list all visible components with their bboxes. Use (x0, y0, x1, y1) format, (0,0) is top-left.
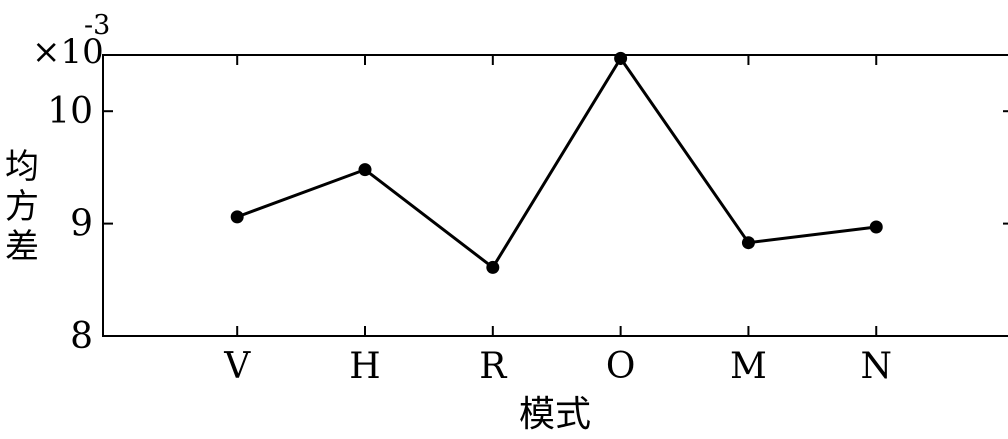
x-tick-label: V (223, 346, 251, 387)
x-tick-label: H (349, 346, 380, 387)
y-axis-title-char: 差 (5, 227, 39, 267)
plot-area-frame (102, 54, 1008, 337)
x-tick-label: O (606, 346, 636, 387)
x-tick-label: N (860, 346, 892, 387)
x-tick-label: R (479, 346, 507, 387)
series-line (236, 55, 877, 270)
data-point (614, 51, 628, 65)
data-point (741, 236, 755, 250)
y-tick-label: 8 (70, 316, 93, 357)
y-tick-label: 10 (47, 91, 93, 132)
data-point (486, 260, 500, 274)
y-exponent-multiplier: ×10 (32, 32, 104, 72)
data-point (230, 210, 244, 224)
data-point (358, 163, 372, 177)
x-axis-title: 模式 (519, 394, 591, 435)
y-exponent-power: -3 (84, 10, 110, 41)
y-tick-label: 9 (70, 204, 93, 245)
data-point (869, 220, 883, 234)
y-axis-title-char: 方 (5, 187, 39, 227)
y-axis-title: 均方差 (5, 147, 39, 267)
y-tick-labels: 8 9 10 (47, 91, 93, 357)
x-tick-label: M (730, 346, 767, 387)
y-axis-title-char: 均 (5, 147, 39, 187)
series-layer (230, 51, 883, 274)
axis-ticks (103, 55, 1008, 337)
